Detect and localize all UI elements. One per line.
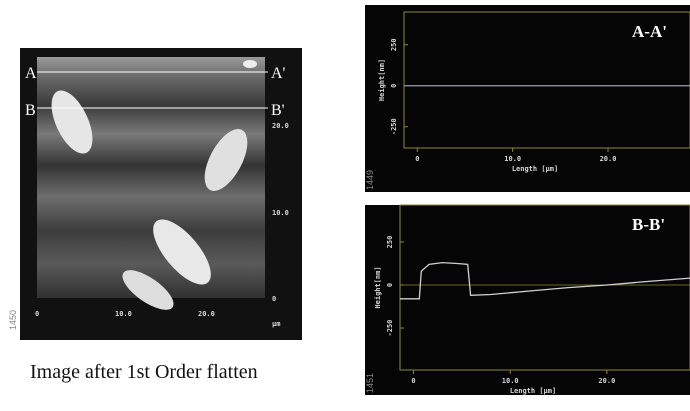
y-tick-label: 0 (390, 84, 398, 88)
caption: Image after 1st Order flatten (30, 361, 258, 383)
x-tick-label: 10.0 (504, 155, 521, 163)
x-axis-label: Length [µm] (512, 165, 558, 173)
image-x-tick: 20.0 (198, 310, 215, 318)
chart-title: B-B' (632, 215, 665, 234)
side-label: 1449 (365, 170, 375, 190)
y-axis-label: Height[nm] (374, 266, 382, 308)
x-tick-label: 10.0 (502, 377, 519, 385)
y-tick-label: 250 (390, 38, 398, 51)
x-tick-label: 20.0 (600, 155, 617, 163)
y-tick-label: -250 (386, 320, 394, 337)
y-axis-label: Height[nm] (378, 59, 386, 101)
y-tick-label: 0 (386, 283, 394, 287)
profile-line (400, 261, 690, 300)
y-tick-label: 250 (386, 236, 394, 249)
grain (122, 270, 174, 310)
image-y-tick: 10.0 (272, 209, 289, 217)
marker: A (25, 65, 37, 82)
image-x-tick: 10.0 (115, 310, 132, 318)
image-unit: µm (272, 320, 280, 328)
x-tick-label: 0 (411, 377, 415, 385)
marker: B' (271, 102, 285, 119)
x-tick-label: 20.0 (598, 377, 615, 385)
marker: B (25, 102, 36, 119)
grain (153, 219, 211, 285)
panel (365, 205, 690, 395)
panel (365, 5, 690, 192)
grain (51, 90, 93, 154)
image-y-tick: 0 (272, 295, 276, 303)
side-label: 1450 (8, 310, 18, 330)
grain (243, 60, 257, 68)
image-y-tick: 20.0 (272, 122, 289, 130)
chart-title: A-A' (632, 22, 667, 41)
x-tick-label: 0 (415, 155, 419, 163)
marker: A' (271, 65, 286, 82)
grain (204, 129, 248, 191)
x-axis-label: Length [µm] (510, 387, 556, 395)
side-label: 1451 (365, 373, 375, 393)
y-tick-label: -250 (390, 118, 398, 135)
plot-frame (403, 11, 690, 149)
image-x-tick: 0 (35, 310, 39, 318)
plot-frame (399, 204, 690, 371)
